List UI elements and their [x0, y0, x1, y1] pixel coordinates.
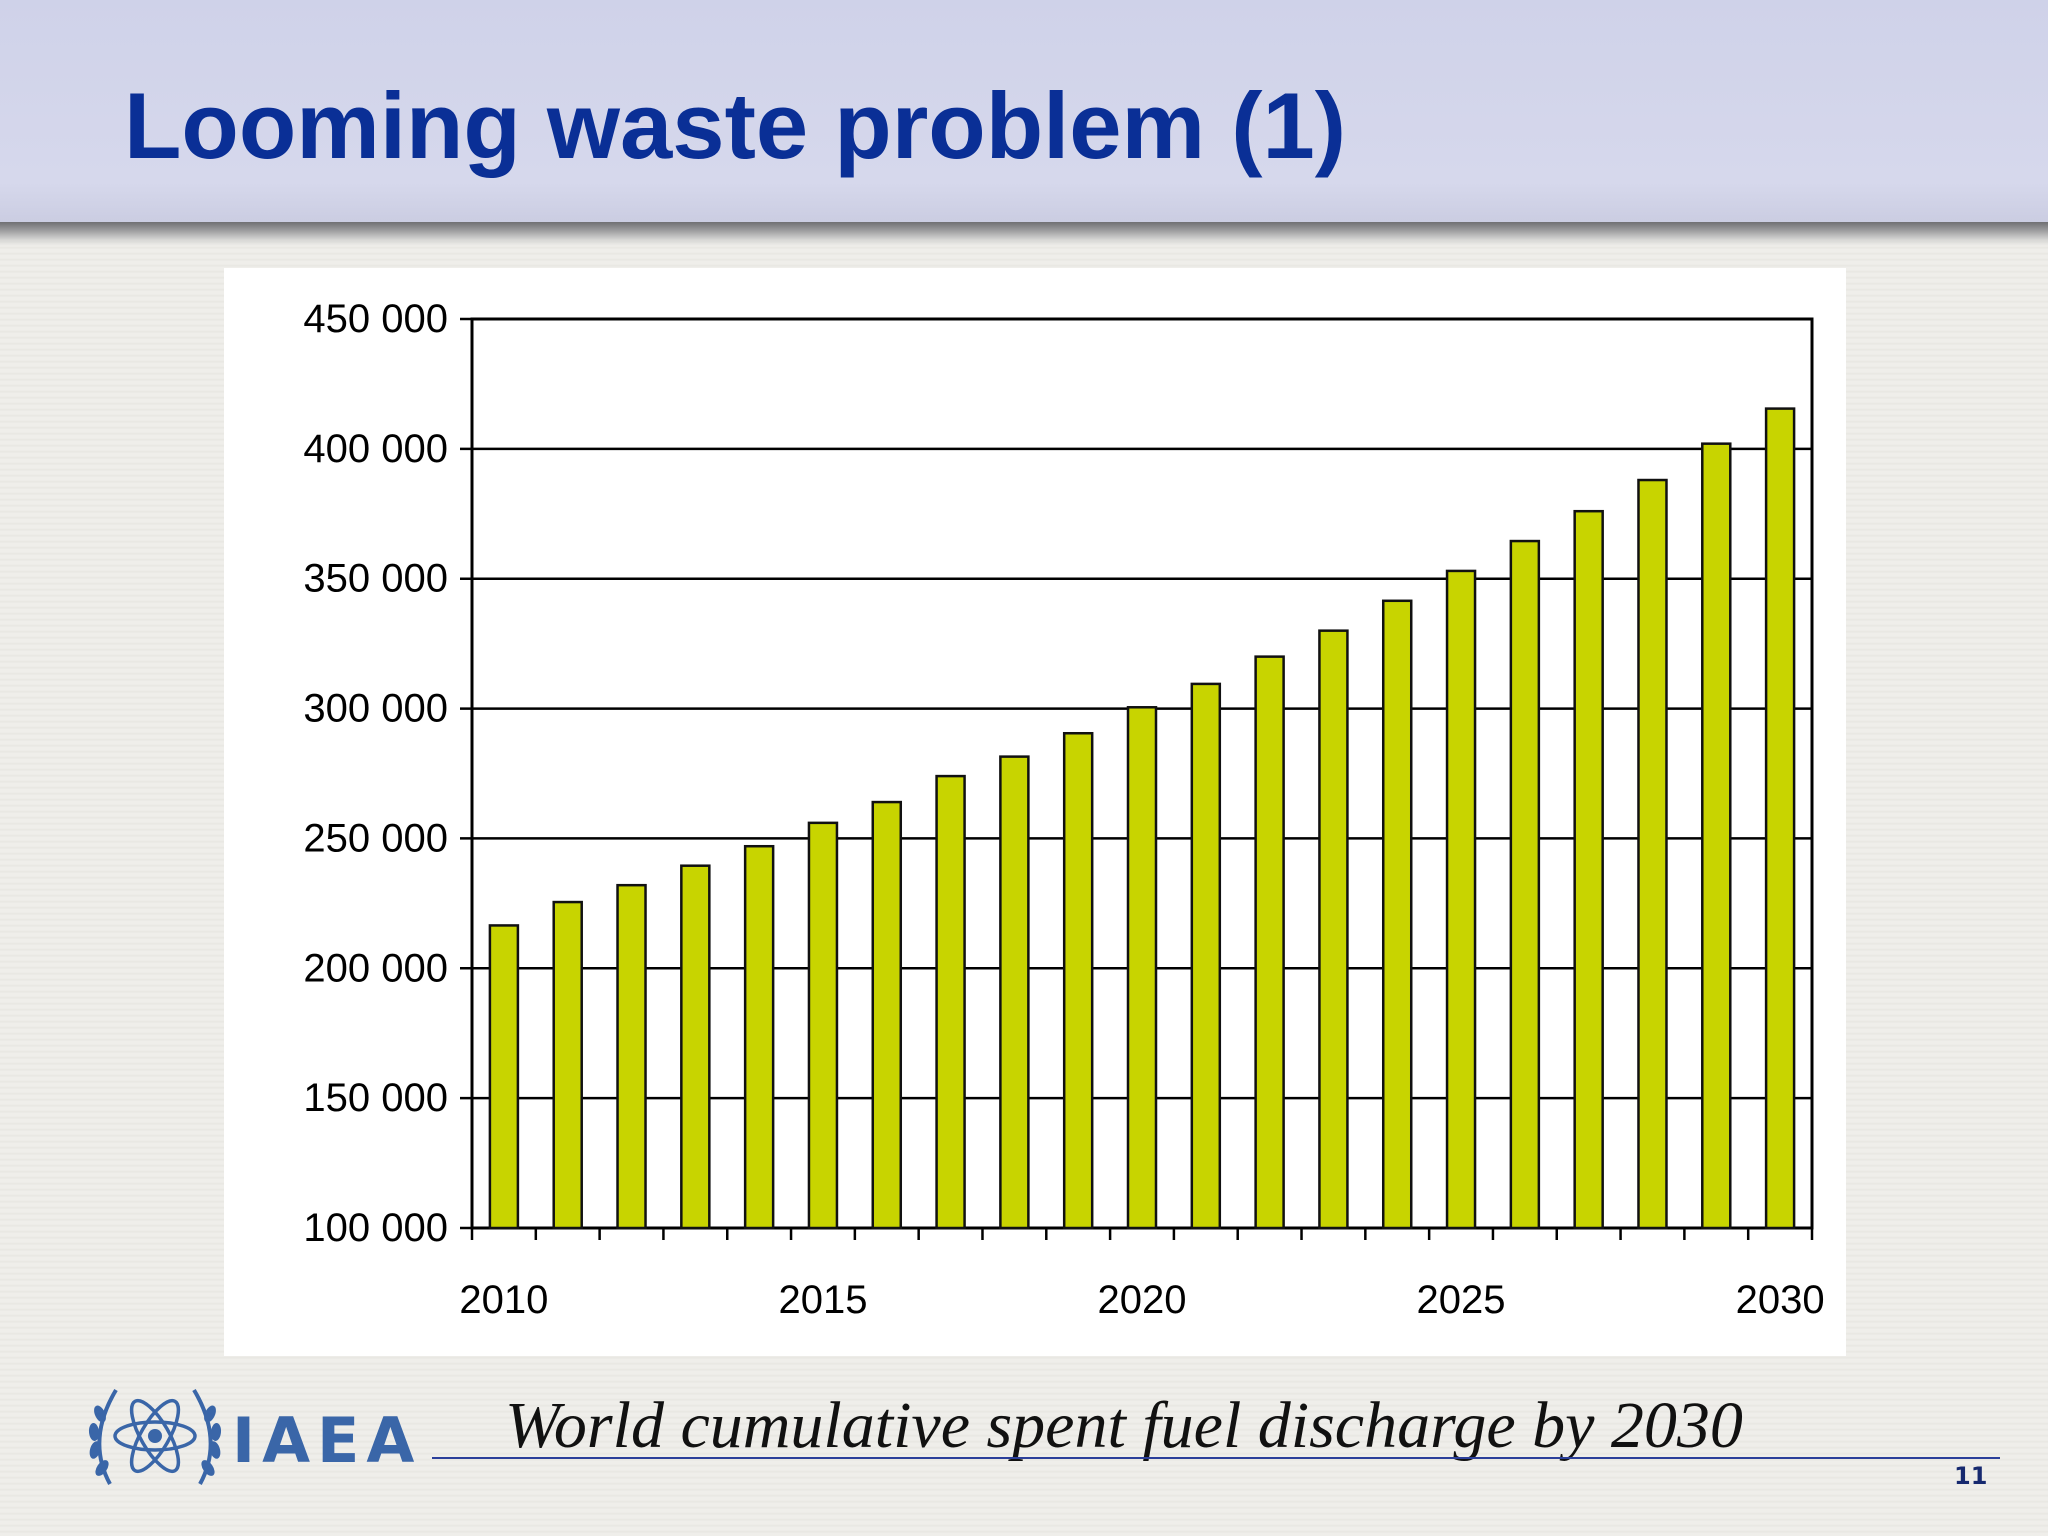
- y-tick-label: 450 000: [303, 297, 448, 341]
- bar-2025: [1445, 569, 1477, 1230]
- iaea-logo-text: IAEA: [232, 1404, 422, 1477]
- bar-2024: [1381, 599, 1413, 1230]
- x-tick-label: 2020: [1098, 1278, 1187, 1322]
- iaea-logo: IAEA: [80, 1376, 440, 1496]
- bar-2015: [807, 821, 839, 1230]
- chart-caption: World cumulative spent fuel discharge by…: [505, 1389, 1743, 1462]
- bar-2028: [1637, 478, 1668, 1230]
- y-tick-label: 400 000: [303, 427, 448, 471]
- bar-2011: [552, 900, 583, 1230]
- x-tick-label: 2025: [1417, 1278, 1506, 1322]
- bar-2014: [743, 844, 775, 1230]
- chart-panel: 100 000 150 000 200 000 250 000 300 000 350 0…: [224, 268, 1846, 1356]
- bar-2023: [1318, 629, 1349, 1230]
- bar-2021: [1190, 682, 1222, 1230]
- y-tick-label: 150 000: [303, 1076, 448, 1120]
- bar-2018: [999, 755, 1030, 1230]
- bar-2013: [680, 864, 711, 1230]
- bar-2030: [1764, 407, 1796, 1230]
- slide-title: Looming waste problem (1): [124, 73, 1347, 178]
- y-tick-label: 250 000: [303, 816, 448, 860]
- bar-2026: [1509, 539, 1541, 1230]
- y-tick-label: 300 000: [303, 687, 448, 731]
- bar-2029: [1701, 442, 1732, 1230]
- y-tick-label: 200 000: [303, 946, 448, 990]
- x-tick-label: 2010: [459, 1278, 548, 1322]
- bar-2027: [1573, 509, 1604, 1230]
- page-number: 11: [1954, 1462, 1988, 1490]
- bar-2020: [1126, 706, 1158, 1230]
- iaea-emblem-icon: [88, 1388, 222, 1485]
- header-shadow: [0, 222, 2048, 246]
- x-tick-label: 2030: [1736, 1278, 1825, 1322]
- header-band: [0, 0, 2048, 228]
- bar-2019: [1062, 731, 1094, 1230]
- y-tick-label: 350 000: [303, 557, 448, 601]
- bar-2017: [935, 774, 966, 1230]
- bar-2016: [871, 800, 903, 1230]
- caption-divider: [432, 1457, 2000, 1459]
- bar-2012: [616, 883, 647, 1230]
- x-tick-label: 2015: [778, 1278, 867, 1322]
- y-tick-label: 100 000: [303, 1206, 448, 1250]
- bar-2022: [1254, 655, 1285, 1230]
- bar-2010: [488, 924, 520, 1230]
- bar-chart: 100 000 150 000 200 000 250 000 300 000 350 0…: [303, 297, 1825, 1322]
